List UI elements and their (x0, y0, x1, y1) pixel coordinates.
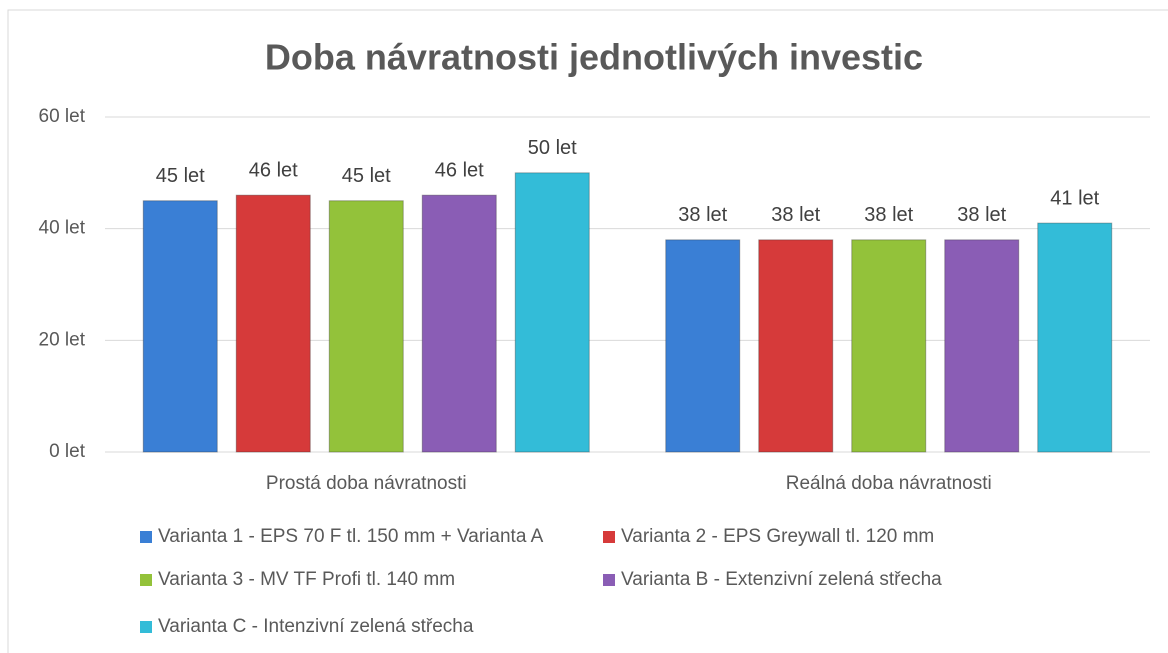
bar (665, 239, 741, 453)
data-label: 38 let (771, 204, 820, 226)
legend-label: Varianta 1 - EPS 70 F tl. 150 mm + Varia… (158, 526, 544, 547)
bar (851, 239, 927, 453)
bar (328, 200, 404, 453)
y-tick-label: 0 let (49, 441, 86, 462)
legend-label: Varianta C - Intenzivní zelená střecha (158, 616, 474, 637)
legend-swatch (603, 531, 615, 543)
bar (514, 172, 590, 453)
data-label: 41 let (1050, 187, 1099, 209)
x-tick-label: Reálná doba návratnosti (786, 473, 992, 494)
legend-swatch (140, 621, 152, 633)
legend-swatch (140, 531, 152, 543)
legend-label: Varianta B - Extenzivní zelená střecha (621, 569, 942, 590)
data-label: 38 let (864, 204, 913, 226)
legend-swatch (603, 574, 615, 586)
data-label: 45 let (342, 165, 391, 187)
data-label: 38 let (678, 204, 727, 226)
legend-label: Varianta 2 - EPS Greywall tl. 120 mm (621, 526, 934, 547)
bar (235, 194, 311, 453)
bar (142, 200, 218, 453)
data-label: 50 let (528, 137, 577, 159)
data-label: 45 let (156, 165, 205, 187)
data-label: 46 let (249, 159, 298, 181)
data-label: 46 let (435, 159, 484, 181)
y-tick-label: 40 let (39, 218, 86, 239)
bar (1037, 222, 1113, 453)
x-tick-label: Prostá doba návratnosti (266, 473, 467, 494)
y-tick-label: 60 let (39, 106, 86, 127)
bar (758, 239, 834, 453)
legend-label: Varianta 3 - MV TF Profi tl. 140 mm (158, 569, 455, 590)
data-label: 38 let (957, 204, 1006, 226)
bar (944, 239, 1020, 453)
y-tick-label: 20 let (39, 329, 86, 350)
legend-swatch (140, 574, 152, 586)
bar (421, 194, 497, 453)
chart-title: Doba návratnosti jednotlivých investic (265, 37, 923, 78)
